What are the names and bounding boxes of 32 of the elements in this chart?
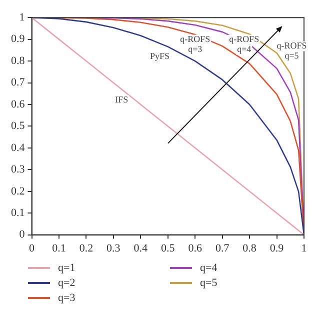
y-tick-label: 0.3 [11,164,26,176]
legend-label: q=3 [58,292,76,304]
x-tick-label: 0.9 [270,242,284,254]
annotation: PyFS [150,51,170,62]
y-tick-label: 0.6 [11,98,26,110]
x-tick-label: 0.1 [52,242,66,254]
y-tick-label: 0 [19,228,26,241]
annotation: q-ROFS q=3 [180,34,210,54]
y-tick-label: 1 [19,11,25,24]
x-tick-label: 0.4 [134,242,148,254]
x-tick-label: 0.8 [242,242,257,254]
y-tick-label: 0.8 [11,54,26,67]
y-tick-label: 0.1 [11,206,25,219]
legend-label: q=4 [200,262,218,274]
annotation: q-ROFS q=4 [229,34,260,54]
legend-label: q=5 [200,276,218,288]
annotation: q-ROFS q=5 [276,40,307,61]
y-tick-label: 0.4 [11,142,26,154]
legend-label: q=1 [58,262,76,274]
x-tick-label: 0.3 [106,242,121,254]
x-tick-label: 0.6 [188,242,202,254]
annotation: IFS [115,94,128,104]
y-tick-label: 0.7 [11,76,26,89]
x-tick-label: 0.7 [215,242,230,254]
y-tick-label: 0.9 [11,33,26,46]
x-tick-label: 0 [29,242,35,254]
y-tick-label: 0.2 [11,185,25,198]
x-tick-label: 0.5 [161,242,176,254]
x-tick-label: 0.2 [79,242,94,254]
y-tick-label: 0.5 [11,120,26,132]
x-tick-label: 1 [301,242,307,254]
legend-label: q=2 [58,276,76,288]
